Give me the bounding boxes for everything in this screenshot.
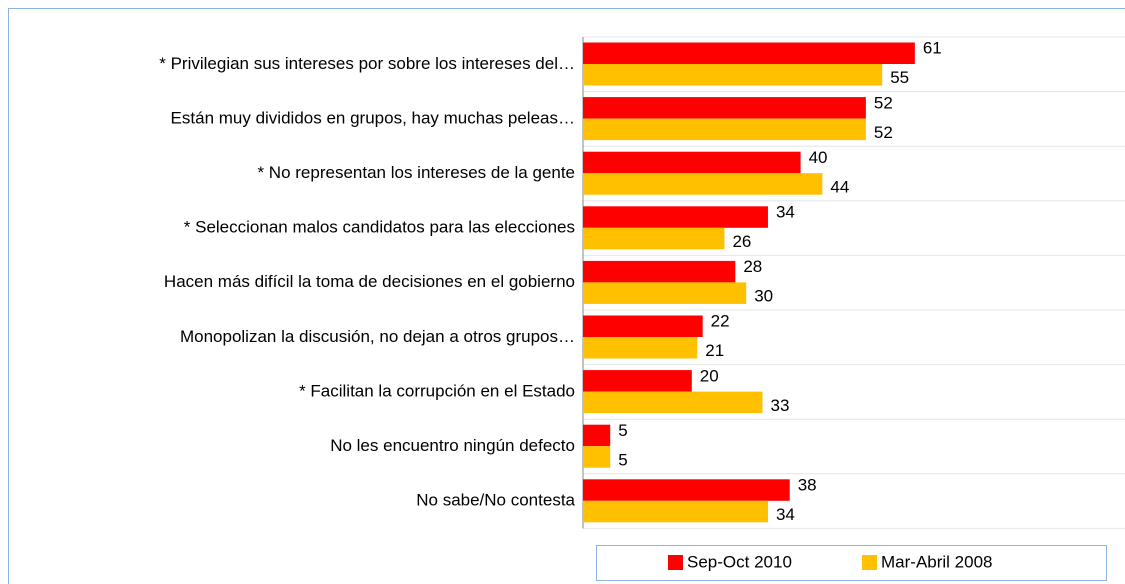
bar xyxy=(583,391,763,414)
category-label: Hacen más difícil la toma de decisiones … xyxy=(164,272,575,291)
value-label: 33 xyxy=(771,396,790,415)
category-label: No sabe/No contesta xyxy=(416,491,575,510)
value-label: 52 xyxy=(874,123,893,142)
bar xyxy=(583,446,611,468)
chart-frame xyxy=(8,8,1125,584)
category-label: * Seleccionan malos candidatos para las … xyxy=(184,218,575,237)
value-label: 44 xyxy=(830,177,849,196)
category-label: Están muy divididos en grupos, hay mucha… xyxy=(171,108,575,127)
value-label: 34 xyxy=(776,505,795,524)
bar xyxy=(583,206,768,228)
value-label: 34 xyxy=(776,203,795,222)
value-label: 26 xyxy=(732,232,751,251)
bar xyxy=(583,370,692,392)
value-label: 5 xyxy=(618,450,627,469)
category-label: * Privilegian sus intereses por sobre lo… xyxy=(159,54,575,73)
category-label: * Facilitan la corrupción en el Estado xyxy=(299,381,575,400)
bar xyxy=(583,282,747,304)
legend-label: Mar-Abril 2008 xyxy=(881,552,993,571)
value-label: 55 xyxy=(890,68,909,87)
value-label: 61 xyxy=(923,39,942,58)
bar xyxy=(583,64,883,86)
value-label: 52 xyxy=(874,93,893,112)
bar xyxy=(583,260,736,283)
value-label: 30 xyxy=(754,287,773,306)
value-label: 5 xyxy=(618,421,627,440)
bar xyxy=(583,173,823,195)
bar xyxy=(583,424,611,447)
legend-swatch xyxy=(668,555,683,570)
bar xyxy=(583,315,703,337)
bar xyxy=(583,151,801,174)
legend-swatch xyxy=(862,555,877,570)
bar xyxy=(583,97,866,119)
bar xyxy=(583,118,866,141)
value-label: 22 xyxy=(711,312,730,331)
value-label: 20 xyxy=(700,366,719,385)
bar xyxy=(583,500,768,523)
value-label: 21 xyxy=(705,341,724,360)
bar xyxy=(583,479,790,501)
bar xyxy=(583,227,725,250)
category-label: * No representan los intereses de la gen… xyxy=(257,163,575,182)
legend-label: Sep-Oct 2010 xyxy=(687,552,792,571)
value-label: 40 xyxy=(809,148,828,167)
value-label: 38 xyxy=(798,476,817,495)
bar xyxy=(583,337,698,359)
value-label: 28 xyxy=(743,257,762,276)
bar xyxy=(583,42,915,64)
category-label: No les encuentro ningún defecto xyxy=(330,436,575,455)
category-label: Monopolizan la discusión, no dejan a otr… xyxy=(180,327,575,346)
